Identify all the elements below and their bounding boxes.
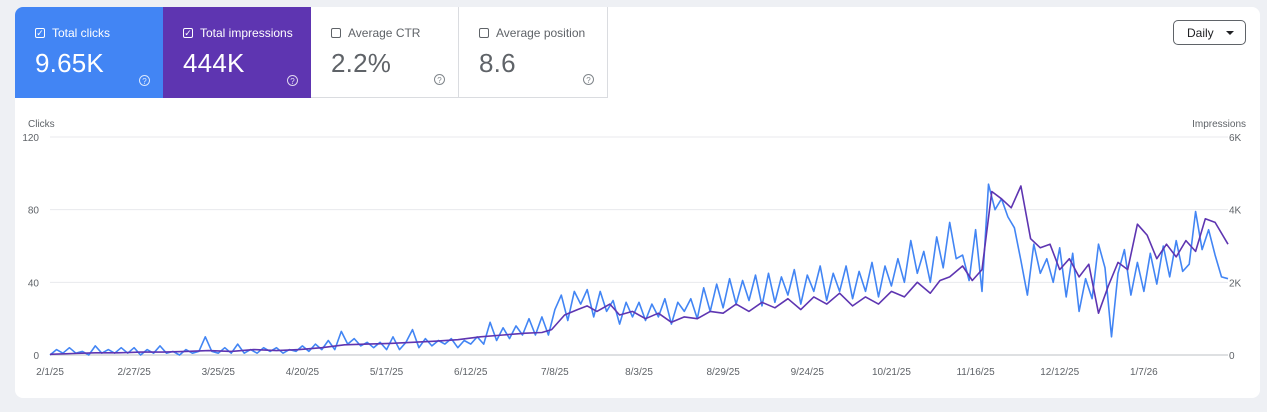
y-tick-label-right: 2K: [1229, 278, 1242, 289]
metric-header: ✓ Total impressions: [183, 26, 311, 40]
metric-label: Average CTR: [348, 26, 421, 40]
help-icon[interactable]: ?: [434, 74, 445, 85]
x-tick-label: 2/1/25: [36, 367, 64, 378]
checkbox-unchecked-icon[interactable]: [479, 28, 489, 38]
metric-header: ✓ Total clicks: [35, 26, 163, 40]
metric-value: 444K: [183, 48, 245, 78]
help-icon[interactable]: ?: [287, 75, 298, 86]
dropdown-label: Daily: [1187, 25, 1214, 40]
x-tick-label: 4/20/25: [286, 367, 320, 378]
x-tick-label: 7/8/25: [541, 367, 569, 378]
x-tick-label: 2/27/25: [117, 367, 151, 378]
y-axis-label-left: Clicks: [28, 119, 55, 130]
y-tick-label-left: 40: [28, 278, 40, 289]
y-tick-label-left: 120: [22, 133, 39, 144]
metric-value: 8.6: [479, 48, 516, 78]
x-tick-label: 9/24/25: [791, 367, 825, 378]
help-icon[interactable]: ?: [583, 74, 594, 85]
caret-down-icon: [1226, 31, 1234, 35]
metric-value: 9.65K: [35, 48, 104, 78]
checkbox-unchecked-icon[interactable]: [331, 28, 341, 38]
checkbox-checked-icon[interactable]: ✓: [35, 27, 45, 38]
metric-label: Average position: [496, 26, 586, 40]
x-tick-label: 1/7/26: [1130, 367, 1158, 378]
checkbox-checked-icon[interactable]: ✓: [183, 27, 193, 38]
metric-average-position[interactable]: Average position 8.6 ?: [459, 7, 608, 98]
x-tick-label: 3/25/25: [202, 367, 236, 378]
x-tick-label: 11/16/25: [956, 367, 995, 378]
x-tick-label: 8/29/25: [706, 367, 740, 378]
series-line-clicks: [49, 183, 1229, 356]
y-tick-label-left: 0: [33, 351, 39, 362]
metric-total-clicks[interactable]: ✓ Total clicks 9.65K ?: [15, 7, 163, 98]
series-line-impressions: [49, 185, 1229, 356]
metric-header: Average CTR: [331, 26, 458, 40]
metric-value: 2.2%: [331, 48, 392, 78]
y-axis-label-right: Impressions: [1192, 119, 1246, 130]
y-tick-label-right: 4K: [1229, 206, 1242, 217]
y-tick-label-left: 80: [28, 206, 40, 217]
metric-average-ctr[interactable]: Average CTR 2.2% ?: [311, 7, 459, 98]
metric-header: Average position: [479, 26, 607, 40]
performance-card: ✓ Total clicks 9.65K ? ✓ Total impressio…: [15, 7, 1260, 398]
x-tick-label: 5/17/25: [370, 367, 404, 378]
help-icon[interactable]: ?: [139, 75, 150, 86]
y-tick-label-right: 6K: [1229, 133, 1242, 144]
metric-label: Total impressions: [200, 26, 293, 40]
x-tick-label: 6/12/25: [454, 367, 488, 378]
x-tick-label: 8/3/25: [625, 367, 653, 378]
granularity-dropdown[interactable]: Daily: [1173, 20, 1246, 45]
y-tick-label-right: 0: [1229, 351, 1235, 362]
x-tick-label: 12/12/25: [1040, 367, 1079, 378]
performance-chart: Clicks Impressions 0 40 80 120 0 2K 4K 6K 2/1/…: [22, 119, 1246, 378]
metric-label: Total clicks: [52, 26, 111, 40]
metric-total-impressions[interactable]: ✓ Total impressions 444K ?: [163, 7, 311, 98]
x-tick-label: 10/21/25: [872, 367, 911, 378]
